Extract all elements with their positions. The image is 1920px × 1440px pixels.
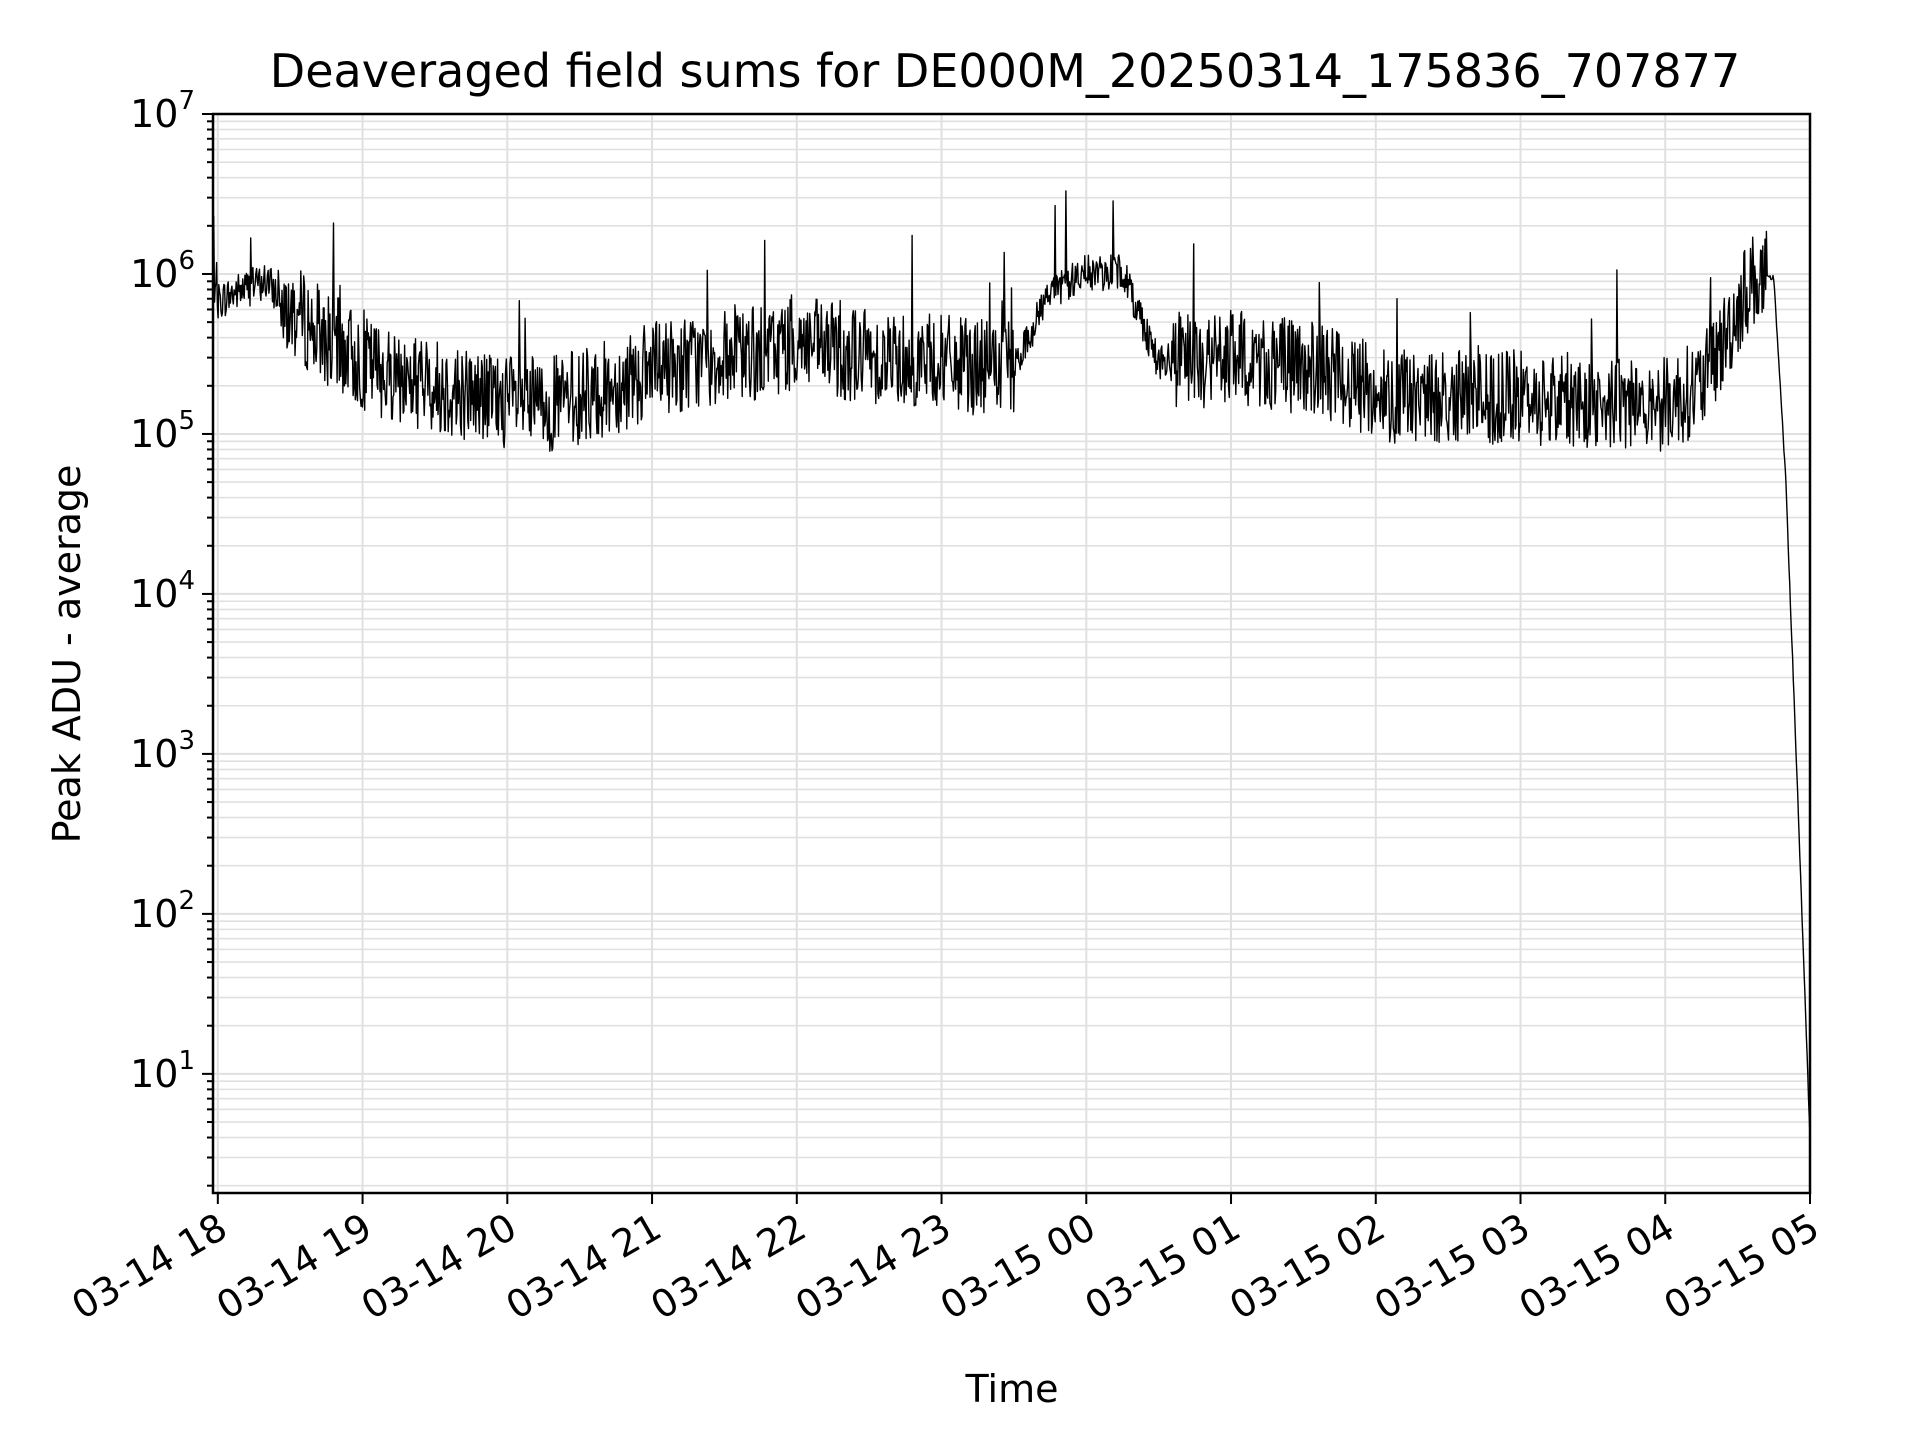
chart-title: Deaveraged field sums for DE000M_2025031… xyxy=(270,44,1740,98)
y-tick-label: 107 xyxy=(130,86,195,136)
y-tick-label: 104 xyxy=(130,566,195,616)
plot-frame xyxy=(211,112,1812,1195)
y-tick-label: 101 xyxy=(130,1046,195,1096)
x-axis-label: Time xyxy=(965,1367,1059,1411)
y-tick-label: 102 xyxy=(130,886,195,936)
grid xyxy=(213,114,1811,1193)
y-axis: 101 102 103 104 105 106 107 xyxy=(130,86,213,1187)
y-axis-label: Peak ADU - average xyxy=(45,465,89,844)
series-line xyxy=(212,190,1811,1137)
series-path xyxy=(212,190,1811,1137)
y-tick-label: 105 xyxy=(130,406,195,456)
y-tick-label: 106 xyxy=(130,246,195,296)
y-tick-label: 103 xyxy=(130,726,195,776)
